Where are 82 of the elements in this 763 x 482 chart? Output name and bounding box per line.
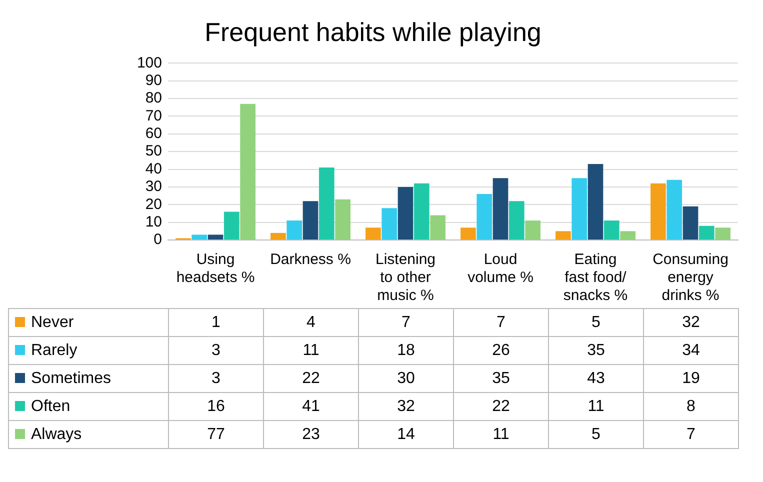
y-tick-label: 20 <box>145 196 162 213</box>
data-label: 4 <box>264 308 358 336</box>
y-tick-label: 100 <box>136 54 162 72</box>
y-tick-label: 10 <box>145 213 162 230</box>
data-label: 8 <box>644 392 738 420</box>
legend-label: Sometimes <box>31 370 112 386</box>
data-label: 14 <box>358 420 454 448</box>
chart-title: Frequent habits while playing <box>204 16 542 47</box>
bar <box>224 212 240 240</box>
data-label: 3 <box>168 336 264 364</box>
bar <box>604 220 620 240</box>
data-label: 32 <box>358 392 454 420</box>
bar <box>286 220 302 240</box>
data-label: 35 <box>454 364 548 392</box>
data-label: 22 <box>264 364 358 392</box>
data-label: 43 <box>548 364 644 392</box>
y-tick-label: 50 <box>145 142 162 160</box>
y-tick-label: 0 <box>154 231 162 248</box>
data-label: 11 <box>264 336 358 364</box>
data-label: 7 <box>454 308 548 336</box>
data-label: 19 <box>644 364 738 392</box>
bar <box>508 201 524 240</box>
bar <box>666 180 682 240</box>
y-tick-label: 30 <box>145 178 162 196</box>
data-label: 7 <box>358 308 454 336</box>
bar <box>366 228 381 240</box>
data-label: 22 <box>454 392 548 420</box>
data-label: 7 <box>644 420 738 448</box>
bar <box>302 201 318 240</box>
bar <box>398 186 414 240</box>
bar <box>525 220 540 240</box>
data-label: 77 <box>168 420 264 448</box>
legend-label: Never <box>31 314 74 330</box>
bar <box>556 231 571 240</box>
y-tick-label: 80 <box>145 90 162 107</box>
bar <box>588 164 604 240</box>
bar <box>492 178 508 240</box>
data-label: 1 <box>168 308 264 336</box>
bar <box>382 208 398 240</box>
legend-label: Often <box>31 398 70 414</box>
bar <box>335 199 350 240</box>
data-label: 16 <box>168 392 264 420</box>
x-tick-label: Loud volume % <box>468 251 534 286</box>
data-label: 5 <box>548 420 644 448</box>
y-tick-label: 90 <box>145 72 162 90</box>
bar <box>430 215 446 240</box>
data-label: 30 <box>358 364 454 392</box>
x-tick-label: Consuming energy drinks % <box>652 251 728 304</box>
bar <box>476 194 492 240</box>
bar <box>414 183 430 240</box>
legend-label: Always <box>31 426 82 442</box>
data-label: 11 <box>548 392 644 420</box>
bar <box>572 178 588 240</box>
bar <box>698 226 714 240</box>
bar <box>192 234 208 240</box>
y-tick-label: 40 <box>145 160 162 178</box>
x-tick-label: Eating fast food/ snacks % <box>563 251 628 304</box>
data-label: 35 <box>548 336 644 364</box>
legend-label: Rarely <box>31 342 78 358</box>
y-tick-label: 60 <box>145 125 162 142</box>
bar <box>715 228 730 240</box>
bar <box>318 168 334 240</box>
bar <box>208 234 224 240</box>
data-label: 34 <box>644 336 738 364</box>
bar <box>270 232 286 240</box>
bar <box>460 228 476 240</box>
x-tick-label: Listening to other music % <box>375 251 436 304</box>
data-label: 23 <box>264 420 358 448</box>
bar <box>650 183 666 240</box>
data-label: 18 <box>358 336 454 364</box>
bar <box>620 231 636 240</box>
y-tick-label: 70 <box>145 107 162 124</box>
data-label: 41 <box>264 392 358 420</box>
x-tick-label: Using headsets % <box>176 251 255 286</box>
bar <box>240 104 256 240</box>
bar <box>682 206 698 240</box>
data-label: 32 <box>644 308 738 336</box>
x-tick-label: Darkness % <box>270 251 351 268</box>
data-label: 26 <box>454 336 548 364</box>
data-label: 3 <box>168 364 264 392</box>
data-label: 5 <box>548 308 644 336</box>
data-label: 11 <box>454 420 548 448</box>
